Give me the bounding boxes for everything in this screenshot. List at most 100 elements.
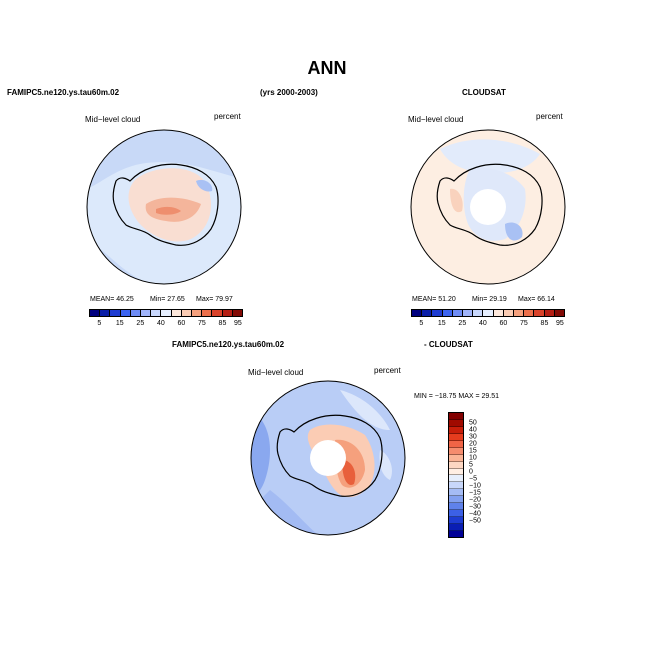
colorbar-difference-swatch xyxy=(449,530,463,537)
colorbar-right-swatch xyxy=(534,310,545,316)
colorbar-right-swatch xyxy=(554,310,565,316)
max-right: Max= 66.14 xyxy=(518,296,555,303)
colorbar-difference-swatch xyxy=(449,482,463,490)
case-name-left: FAMIPC5.ne120.ys.tau60m.02 xyxy=(7,88,120,97)
units-label-bottom: percent xyxy=(374,366,401,375)
colorbar-right-tick-label: 15 xyxy=(437,320,446,327)
colorbar-difference-swatch xyxy=(449,461,463,469)
colorbar-difference-swatch xyxy=(449,419,463,427)
colorbar-difference-tick-label: 0 xyxy=(469,468,473,475)
colorbar-left-swatch xyxy=(232,310,243,316)
colorbar-difference-tick-label: 15 xyxy=(469,447,477,454)
field-label-left: Mid−level cloud xyxy=(85,115,141,124)
colorbar-right-swatch xyxy=(412,310,423,316)
colorbar-difference-swatch xyxy=(449,440,463,448)
colorbar-difference-swatch xyxy=(449,475,463,483)
colorbar-left-swatch xyxy=(120,310,131,316)
colorbar-difference-tick-label: 5 xyxy=(469,461,473,468)
colorbar-difference-tick-label: −5 xyxy=(469,475,477,482)
colorbar-difference-tick-label: 40 xyxy=(469,426,477,433)
min-right: Min= 29.19 xyxy=(472,296,507,303)
colorbar-right-swatch xyxy=(544,310,555,316)
colorbar-difference-swatch xyxy=(449,454,463,462)
diff-label: - CLOUDSAT xyxy=(424,340,473,349)
colorbar-difference-swatch xyxy=(449,496,463,504)
colorbar-left-swatch xyxy=(212,310,223,316)
colorbar-right-swatch xyxy=(432,310,443,316)
colorbar-difference-tick-label: 50 xyxy=(469,419,477,426)
colorbar-difference-swatch xyxy=(449,413,463,420)
colorbar-left-tick-label: 60 xyxy=(177,320,186,327)
figure-title: ANN xyxy=(307,58,347,78)
colorbar-difference-swatch xyxy=(449,447,463,455)
colorbar-left-tick-label: 25 xyxy=(136,320,145,327)
colorbar-right-tick-label: 75 xyxy=(520,320,528,327)
mean-left: MEAN= 46.25 xyxy=(90,296,134,303)
field-label-bottom: Mid−level cloud xyxy=(248,368,304,377)
field-label-right: Mid−level cloud xyxy=(408,115,464,124)
mean-right: MEAN= 51.20 xyxy=(412,296,456,303)
colorbar-difference-tick-label: 30 xyxy=(469,433,477,440)
colorbar-right-swatch xyxy=(503,310,515,316)
colorbar-difference-swatch xyxy=(449,517,463,524)
colorbar-right xyxy=(411,309,565,317)
min-left: Min= 27.65 xyxy=(150,296,185,303)
colorbar-right-swatch xyxy=(483,310,494,316)
colorbar-right-tick-label: 85 xyxy=(540,320,549,327)
colorbar-right-tick-label: 95 xyxy=(555,320,564,327)
colorbar-left-swatch xyxy=(141,310,152,316)
colorbar-difference-tick-label: −50 xyxy=(469,517,481,524)
colorbar-right-swatch xyxy=(452,310,464,316)
colorbar-difference-swatch xyxy=(449,510,463,518)
years-label: (yrs 2000-2003) xyxy=(260,88,318,97)
map-difference xyxy=(250,380,406,536)
colorbar-right-tick-label: 5 xyxy=(419,320,424,327)
colorbar-left-tick-label: 75 xyxy=(198,320,206,327)
colorbar-left-tick-label: 40 xyxy=(156,320,165,327)
colorbar-left-swatch xyxy=(161,310,172,316)
colorbar-difference xyxy=(448,412,464,538)
colorbar-right-swatch xyxy=(442,310,453,316)
colorbar-left-swatch xyxy=(181,310,193,316)
colorbar-left-swatch xyxy=(192,310,203,316)
colorbar-right-swatch xyxy=(473,310,484,316)
colorbar-right-tick-label: 25 xyxy=(458,320,467,327)
colorbar-difference-tick-label: −15 xyxy=(469,489,481,496)
colorbar-left-swatch xyxy=(100,310,111,316)
colorbar-difference-tick-label: 10 xyxy=(469,454,477,461)
colorbar-left-tick-label: 5 xyxy=(97,320,102,327)
map-cloudsat xyxy=(410,129,566,285)
colorbar-left-swatch xyxy=(110,310,121,316)
map-model xyxy=(86,129,242,285)
colorbar-difference-swatch xyxy=(449,426,463,434)
colorbar-left-swatch xyxy=(202,310,213,316)
colorbar-difference-tick-label: −10 xyxy=(469,482,481,489)
colorbar-difference-swatch xyxy=(449,489,463,497)
colorbar-left-swatch xyxy=(222,310,233,316)
colorbar-left xyxy=(89,309,243,317)
colorbar-right-swatch xyxy=(524,310,535,316)
colorbar-left-tick-label: 15 xyxy=(115,320,124,327)
colorbar-difference-tick-label: 20 xyxy=(469,440,477,447)
colorbar-left-swatch xyxy=(130,310,142,316)
colorbar-difference-tick-label: −20 xyxy=(469,496,481,503)
colorbar-right-tick-label: 60 xyxy=(499,320,508,327)
colorbar-difference-tick-label: −30 xyxy=(469,503,481,510)
colorbar-right-swatch xyxy=(514,310,525,316)
colorbar-right-swatch xyxy=(493,310,504,316)
colorbar-right-swatch xyxy=(463,310,474,316)
units-label-right: percent xyxy=(536,112,563,121)
colorbar-left-tick-label: 95 xyxy=(233,320,242,327)
minmax-bottom: MIN = −18.75 MAX = 29.51 xyxy=(414,393,500,400)
colorbar-right-swatch xyxy=(422,310,433,316)
colorbar-difference-swatch xyxy=(449,433,463,441)
colorbar-difference-swatch xyxy=(449,468,463,476)
max-left: Max= 79.97 xyxy=(196,296,233,303)
colorbar-left-swatch xyxy=(90,310,101,316)
colorbar-difference-tick-label: −40 xyxy=(469,510,481,517)
colorbar-left-swatch xyxy=(151,310,162,316)
colorbar-difference-swatch xyxy=(449,503,463,511)
units-label-left: percent xyxy=(214,112,241,121)
colorbar-right-tick-label: 40 xyxy=(478,320,487,327)
case-name-right: CLOUDSAT xyxy=(462,88,506,97)
